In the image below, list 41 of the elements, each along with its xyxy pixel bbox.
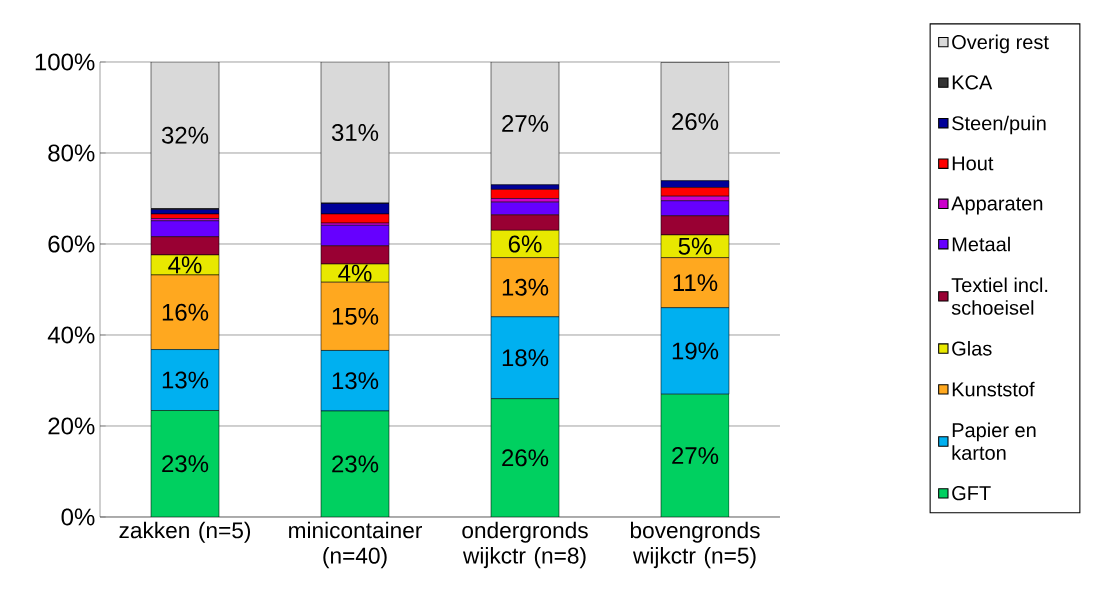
data-label: 13% — [332, 372, 379, 390]
data-label: 11% — [673, 274, 718, 292]
data-label: 15% — [332, 307, 379, 325]
legend-label: Glas — [952, 340, 992, 356]
y-tick-label: 100% — [35, 53, 95, 71]
y-tick-label: 40% — [47, 326, 95, 344]
data-label: 23% — [162, 455, 209, 473]
legend-label: Papier en karton — [952, 422, 1036, 460]
data-label: 13% — [162, 371, 209, 389]
data-label: 27% — [502, 114, 549, 132]
data-label: 27% — [672, 447, 719, 465]
x-tick-label: zakken (n=5) — [119, 521, 251, 543]
x-tick-label: minicontainer (n=40) — [289, 521, 422, 569]
x-tick-label: ondergronds wijkctr (n=8) — [462, 521, 588, 569]
legend-label: Metaal — [952, 236, 1010, 252]
data-label: 6% — [508, 235, 542, 253]
data-label: 18% — [502, 349, 549, 367]
y-tick-label: 0% — [61, 508, 95, 526]
data-label: 13% — [502, 278, 549, 296]
legend-label: Overig rest — [952, 34, 1049, 54]
legend-label: KCA — [952, 75, 993, 90]
legend-label: Apparaten — [951, 196, 1043, 215]
data-label: 26% — [672, 113, 719, 131]
data-label: 26% — [502, 449, 549, 467]
data-label: 19% — [672, 342, 719, 360]
data-label: 4% — [168, 256, 202, 274]
data-label: 32% — [161, 126, 209, 144]
legend-label: Hout — [952, 156, 994, 171]
data-label: 4% — [338, 264, 372, 282]
y-tick-label: 60% — [48, 235, 95, 253]
x-tick-label: bovengronds wijkctr (n=5) — [630, 521, 760, 569]
data-label: 16% — [162, 303, 209, 321]
legend-label: Steen/puin — [952, 115, 1046, 135]
data-label: 5% — [678, 237, 712, 255]
legend-label: Kunststof — [952, 381, 1035, 397]
legend-label: GFT — [952, 486, 991, 501]
data-label: 31% — [331, 124, 379, 142]
legend-label: Textiel incl. schoeisel — [951, 277, 1048, 315]
data-label: 23% — [332, 455, 379, 473]
y-tick-label: 20% — [48, 417, 95, 435]
y-tick-label: 80% — [48, 144, 95, 162]
